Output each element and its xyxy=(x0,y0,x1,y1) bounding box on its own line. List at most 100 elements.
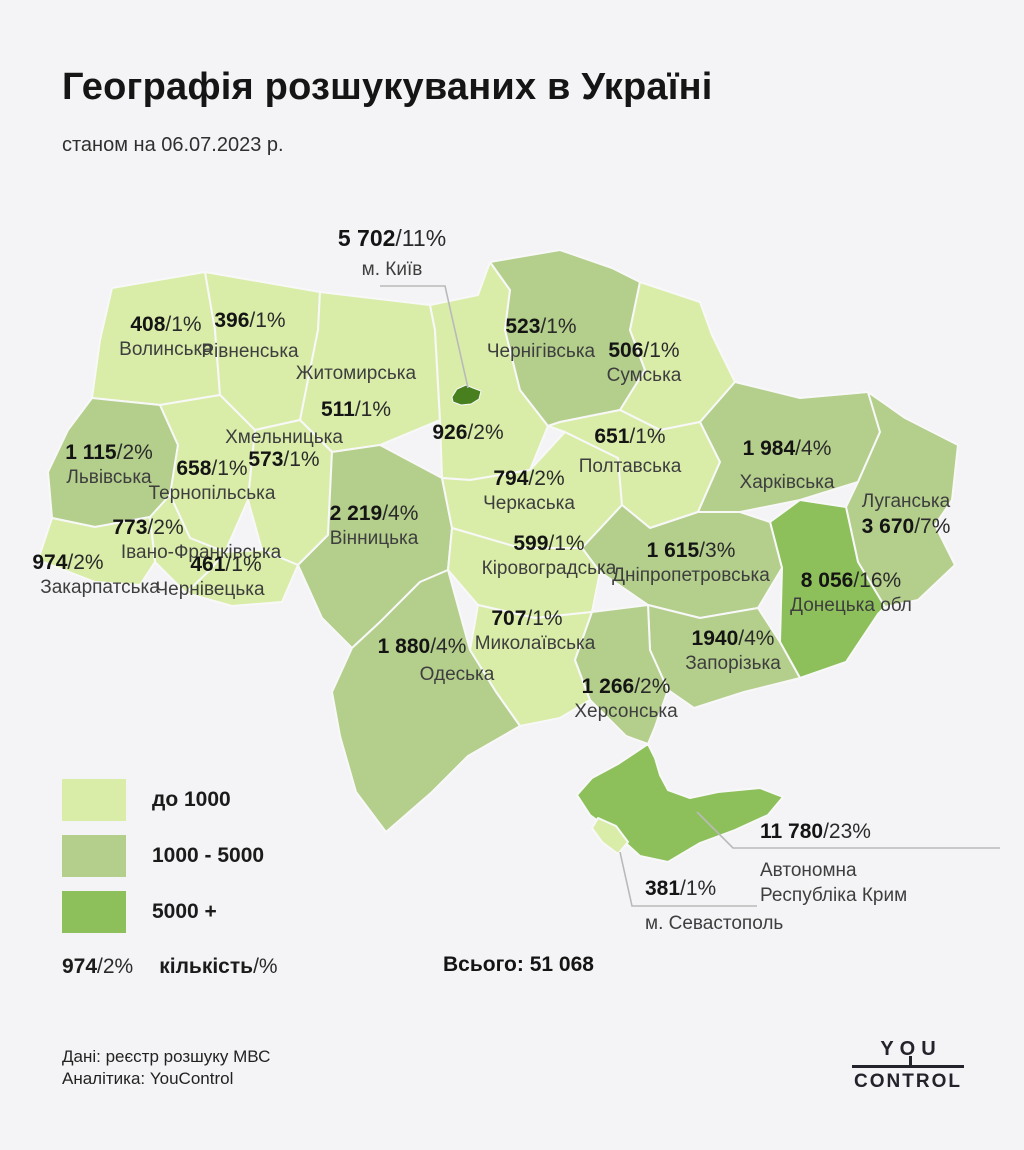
region-label-luhansk: Луганська 3 670/7% xyxy=(862,489,951,539)
region-name: Вінницька xyxy=(329,527,419,549)
region-percent: /1% xyxy=(548,532,585,555)
legend-row: до 1000 xyxy=(62,779,264,821)
region-name: Житомирська xyxy=(295,363,417,384)
region-luhansk-shape xyxy=(845,391,959,608)
region-name: Чернівецька xyxy=(155,578,265,600)
region-value: 523 xyxy=(505,315,541,338)
legend-label: до 1000 xyxy=(152,788,231,811)
region-zakarpattia-shape xyxy=(37,516,156,586)
region-percent: /11% xyxy=(395,225,447,251)
region-value: 3 670 xyxy=(861,515,915,539)
region-chernivtsi-shape xyxy=(185,549,299,607)
region-value: 599 xyxy=(513,532,549,555)
region-name: Миколаївська xyxy=(474,632,596,654)
legend-key: 974/2% кількість/% xyxy=(62,955,278,979)
legend-swatch-5000-plus xyxy=(62,891,126,933)
region-value: 1940 xyxy=(691,627,739,650)
region-percent: /4% xyxy=(430,635,467,658)
legend-swatch-under-1000 xyxy=(62,779,126,821)
legend: до 1000 1000 - 5000 5000 + xyxy=(62,779,264,933)
region-label-kyiv-oblast: 926/2% xyxy=(432,421,503,445)
region-label-crimea: 11 780/23% Автономна Республіка Крим xyxy=(760,820,907,909)
legend-row: 5000 + xyxy=(62,891,264,933)
region-percent: /3% xyxy=(699,539,736,562)
region-value: 658 xyxy=(176,457,212,480)
region-percent: /2% xyxy=(528,467,565,490)
region-name: Сумська xyxy=(606,364,682,386)
region-name: Кіровоградська xyxy=(481,557,617,579)
region-name: Запорізька xyxy=(685,652,781,674)
region-value: 1 115 xyxy=(65,441,117,464)
region-name: Закарпатська xyxy=(40,576,160,598)
region-label-lviv: 1 115/2% Львівська xyxy=(65,441,153,488)
legend-key-percent: /2% xyxy=(97,955,134,978)
legend-label: 5000 + xyxy=(152,900,217,923)
region-percent: /4% xyxy=(382,502,419,525)
region-value: 506 xyxy=(608,339,644,362)
region-odesa-shape xyxy=(331,569,521,833)
region-label-kyiv-city: 5 702/11% м. Київ xyxy=(338,225,447,280)
region-name: Одеська xyxy=(419,663,495,685)
region-label-sumy: 506/1% Сумська xyxy=(607,339,682,386)
legend-label: 1000 - 5000 xyxy=(152,844,265,867)
region-value: 11 780 xyxy=(760,820,824,843)
page-subtitle: станом на 06.07.2023 р. xyxy=(62,134,284,156)
region-value: 2 219 xyxy=(329,502,383,525)
region-percent: /4% xyxy=(738,627,775,650)
region-label-chernihiv: 523/1% Чернігівська xyxy=(487,315,595,362)
region-label-mykolaiv: 707/1% Миколаївська xyxy=(475,607,596,654)
region-value: 408 xyxy=(130,313,166,336)
region-percent: /1% xyxy=(211,457,248,480)
logo-t-bar xyxy=(909,1056,912,1068)
region-percent: /1% xyxy=(283,448,320,472)
region-label-poltava: 651/1% Полтавська xyxy=(579,425,682,477)
page-title: Географія розшукуваних в Україні xyxy=(62,66,713,108)
region-percent: /2% xyxy=(67,551,104,574)
region-value: 651 xyxy=(594,425,630,448)
footer-credits: Дані: реєстр розшуку МВС Аналітика: YouC… xyxy=(62,1046,270,1091)
region-percent: /2% xyxy=(634,675,671,698)
region-value: 1 984 xyxy=(742,437,796,460)
region-percent: /1% xyxy=(629,425,666,448)
region-value: 707 xyxy=(491,607,527,630)
region-value: 461 xyxy=(190,553,226,576)
region-name: Черкаська xyxy=(483,492,575,514)
region-percent: /2% xyxy=(116,441,153,464)
region-label-dnipropetrovsk: 1 615/3% Дніпропетровська xyxy=(612,539,770,586)
region-name: Волинська xyxy=(119,338,213,360)
region-name: Тернопільська xyxy=(148,482,276,504)
region-percent: /7% xyxy=(914,515,951,539)
sevastopol-leader-line xyxy=(619,851,757,907)
region-value: 926 xyxy=(432,421,468,444)
region-name: Львівська xyxy=(66,466,152,488)
region-label-cherkasy: 794/2% Черкаська xyxy=(483,467,575,514)
kyiv-city-leader-line xyxy=(380,285,469,389)
region-value: 794 xyxy=(493,467,529,490)
region-value: 773 xyxy=(112,516,148,539)
region-percent: /1% xyxy=(225,553,262,576)
region-name: Херсонська xyxy=(574,700,678,722)
region-percent: /1% xyxy=(526,607,563,630)
region-percent: /1% xyxy=(249,309,286,332)
logo-text-top: YOU xyxy=(880,1038,942,1060)
region-label-kirovohrad: 599/1% Кіровоградська xyxy=(482,532,617,579)
region-value: 396 xyxy=(214,309,250,332)
region-percent: /2% xyxy=(467,421,504,444)
region-value: 1 266 xyxy=(581,675,635,698)
region-percent: /1% xyxy=(680,877,717,900)
region-name: Луганська xyxy=(861,491,951,512)
region-name: м. Севастополь xyxy=(645,912,784,934)
region-value: 381 xyxy=(645,877,681,900)
youcontrol-logo: YOU CONTROL xyxy=(852,1038,964,1093)
region-label-kherson: 1 266/2% Херсонська xyxy=(574,675,677,722)
region-label-chernivtsi: 461/1% Чернівецька xyxy=(155,553,264,600)
analytics-line: Аналітика: YouControl xyxy=(62,1069,234,1089)
region-percent: /4% xyxy=(795,437,832,460)
region-value: 974 xyxy=(32,551,68,574)
region-name: Чернігівська xyxy=(486,340,596,362)
region-percent: /1% xyxy=(643,339,680,362)
region-label-sevastopol: 381/1% м. Севастополь xyxy=(645,877,783,934)
legend-row: 1000 - 5000 xyxy=(62,835,264,877)
data-source-line: Дані: реєстр розшуку МВС xyxy=(62,1047,271,1066)
